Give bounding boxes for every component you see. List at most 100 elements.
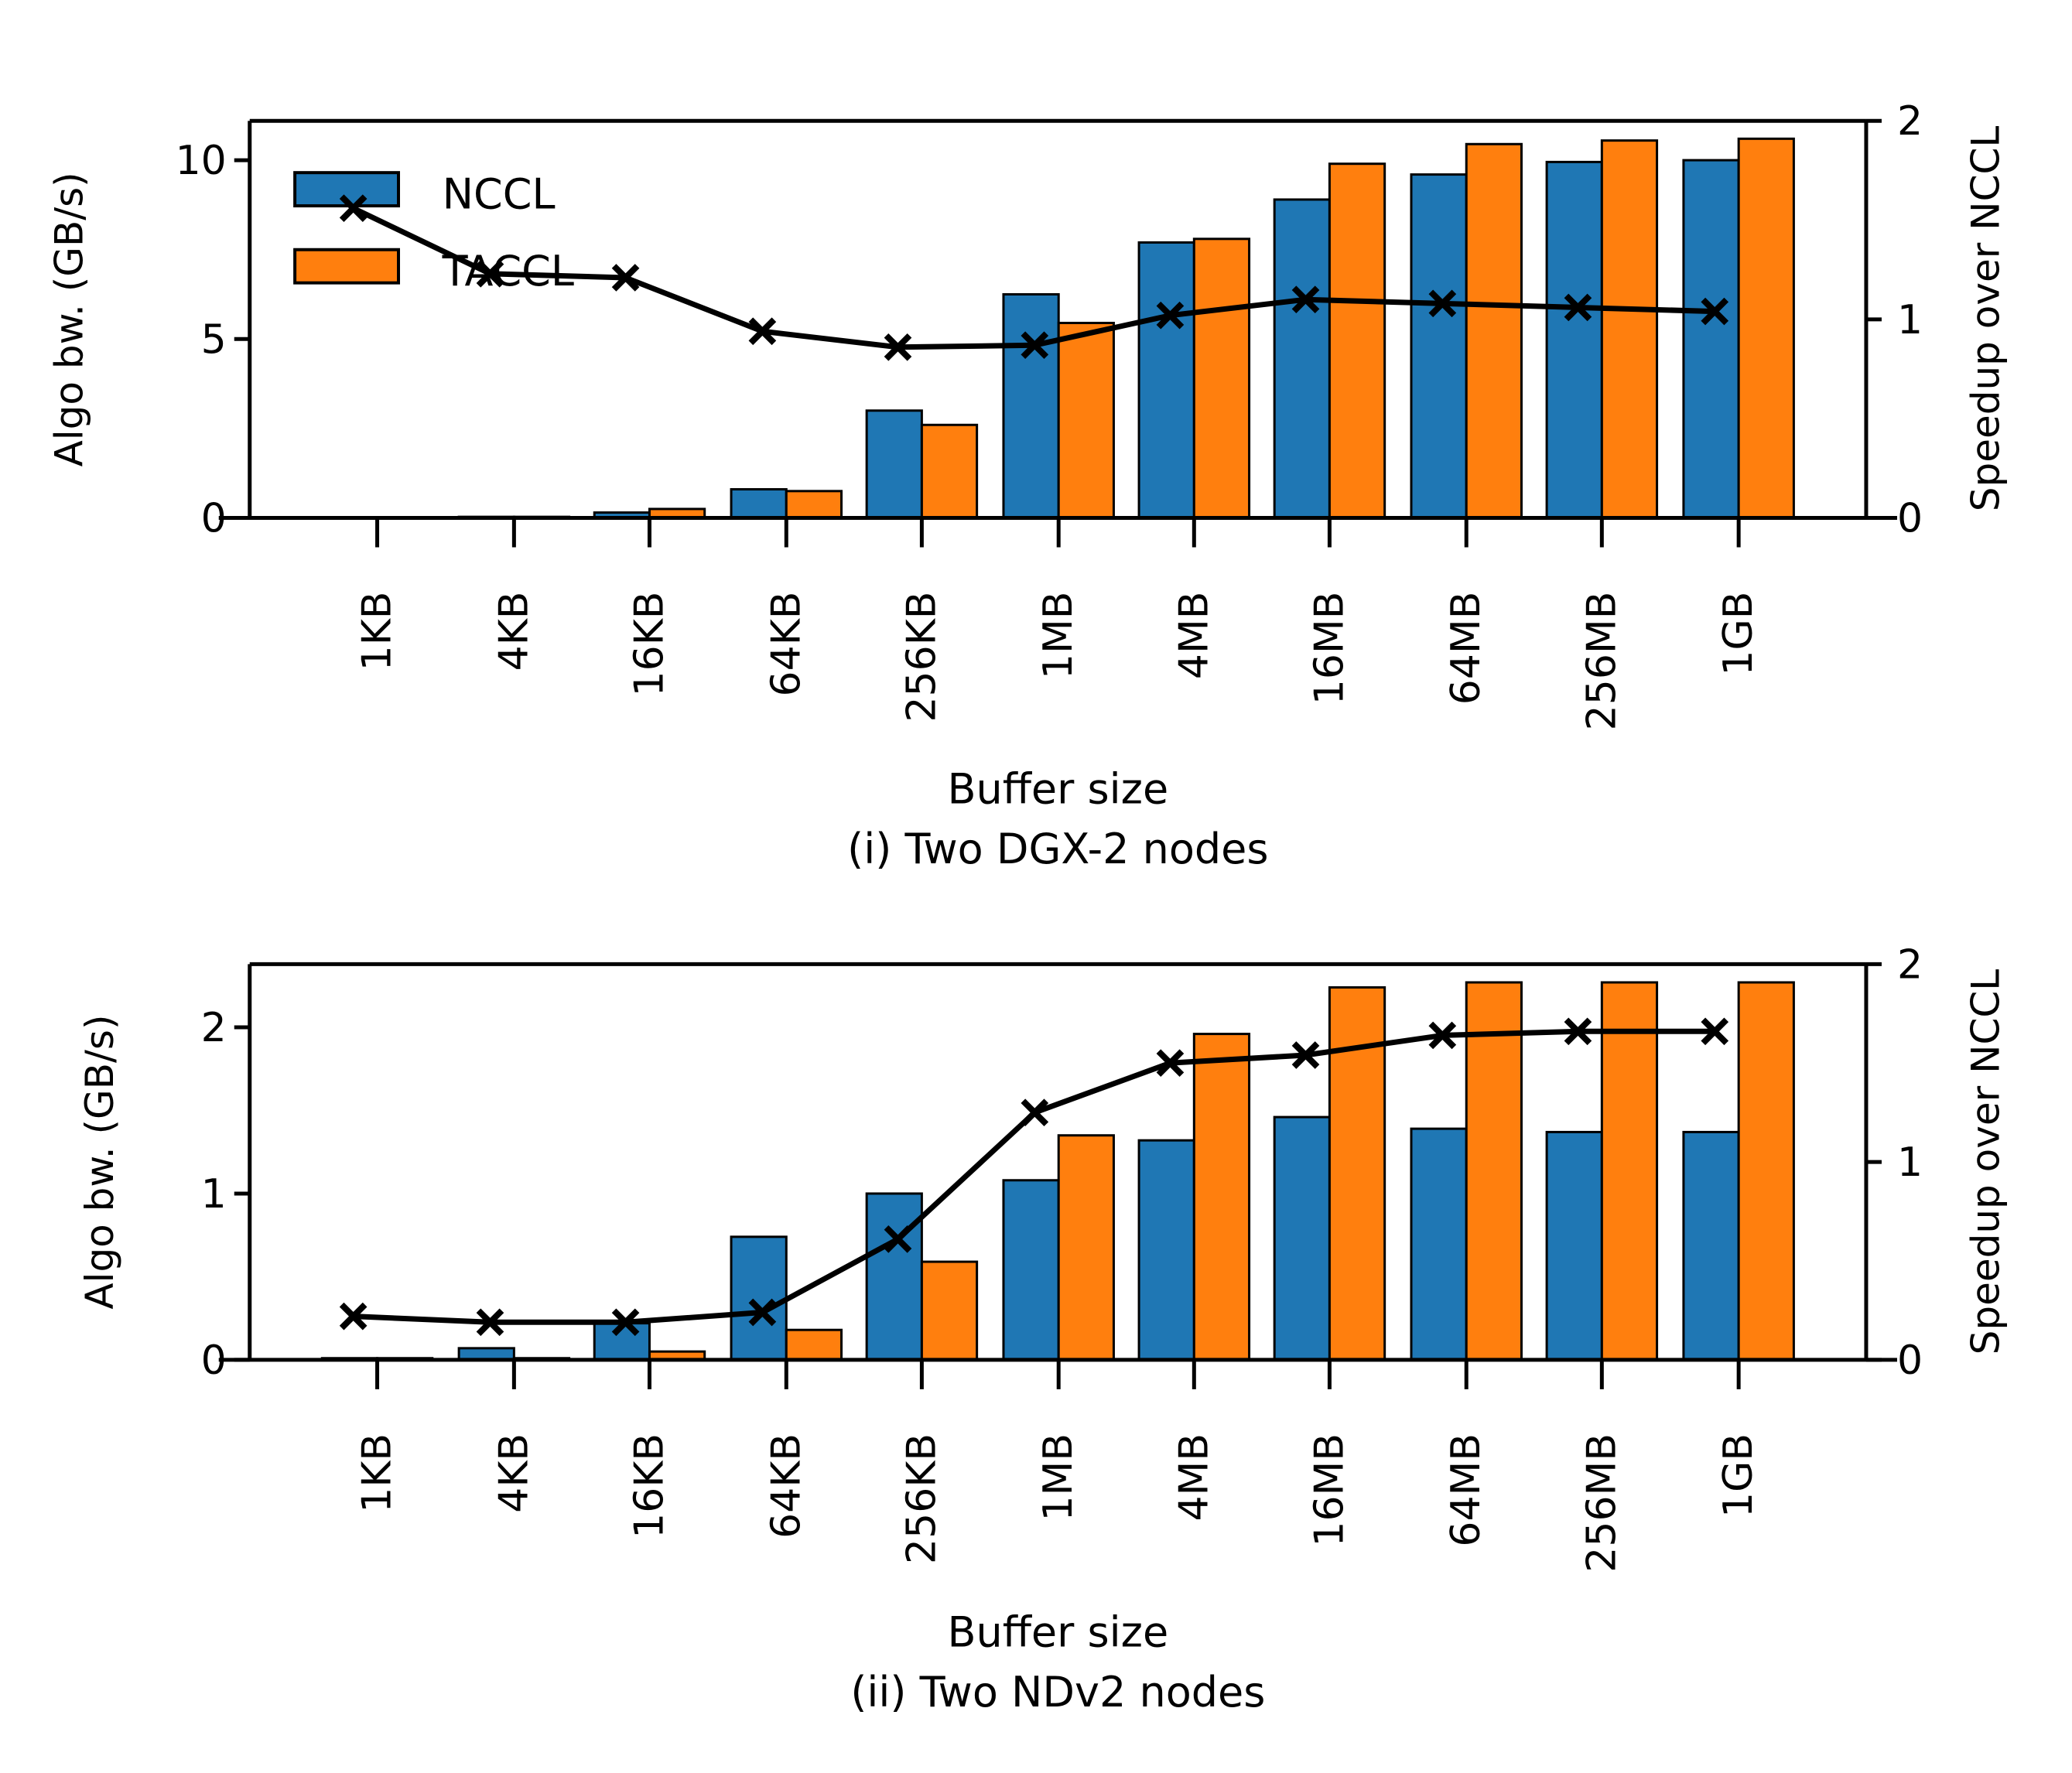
bar-nccl-1MB: [1002, 1179, 1060, 1361]
x-tick-label: 1GB: [1715, 592, 1762, 676]
bar-taccl-4MB: [1192, 237, 1251, 520]
speedup-marker-256KB: [884, 1225, 912, 1253]
x-tick-label: 64KB: [763, 592, 809, 697]
y-tick-label: 0: [201, 496, 227, 542]
bar-nccl-16MB: [1273, 198, 1331, 520]
panel-caption: (i) Two DGX-2 nodes: [847, 825, 1268, 873]
x-tick-label: 16KB: [626, 1433, 672, 1539]
bar-taccl-64MB: [1465, 142, 1523, 520]
y-axis-label-right: Speedup over NCCL: [1964, 969, 2009, 1355]
bar-nccl-256MB: [1545, 1130, 1603, 1361]
y-tick-label: 0: [201, 1337, 227, 1384]
speedup-marker-1MB: [1021, 331, 1049, 360]
x-tick-label: 64KB: [763, 1433, 809, 1539]
x-tick-label: 16MB: [1306, 1433, 1352, 1547]
bar-nccl-16MB: [1273, 1115, 1331, 1361]
bar-nccl-64MB: [1410, 173, 1468, 520]
x-tick-label: 256MB: [1578, 592, 1625, 731]
x-axis-label: Buffer size: [947, 1608, 1168, 1657]
bar-nccl-64KB: [730, 488, 788, 520]
y2-tick-label: 2: [1897, 98, 1923, 145]
y-axis-label-left: Algo bw. (GB/s): [46, 172, 91, 466]
bar-nccl-1GB: [1682, 159, 1740, 520]
speedup-marker-16KB: [611, 1308, 640, 1337]
speedup-marker-4MB: [1156, 1049, 1185, 1078]
bar-taccl-16MB: [1328, 162, 1386, 520]
speedup-marker-64KB: [748, 1298, 777, 1327]
bar-taccl-1GB: [1737, 981, 1795, 1361]
x-tick-label: 1KB: [354, 592, 401, 671]
bar-nccl-1GB: [1682, 1130, 1740, 1361]
speedup-marker-64MB: [1428, 289, 1457, 318]
bar-taccl-256MB: [1600, 139, 1659, 520]
speedup-marker-1GB: [1701, 297, 1729, 326]
y2-tick-label: 0: [1897, 496, 1923, 542]
x-tick-label: 1MB: [1035, 1433, 1082, 1522]
x-tick-label: 256MB: [1578, 1433, 1625, 1573]
speedup-marker-1KB: [339, 1302, 368, 1331]
bar-nccl-1MB: [1002, 292, 1060, 520]
x-tick-label: 4MB: [1171, 1433, 1217, 1522]
x-tick-label: 256KB: [898, 592, 945, 723]
legend-label-nccl: NCCL: [443, 170, 556, 219]
bar-taccl-256KB: [920, 423, 979, 520]
x-axis-label: Buffer size: [947, 765, 1168, 814]
x-tick-label: 4KB: [491, 592, 537, 671]
bar-nccl-4MB: [1137, 1139, 1195, 1361]
speedup-marker-16MB: [1291, 285, 1320, 314]
bar-taccl-1MB: [1057, 1134, 1115, 1361]
bar-taccl-1MB: [1057, 321, 1115, 520]
y2-tick-label: 0: [1897, 1337, 1923, 1384]
legend-swatch-taccl: [293, 248, 401, 285]
y2-tick-label: 1: [1897, 297, 1923, 343]
bar-taccl-64KB: [785, 1328, 843, 1361]
panel-ndv2: Algo bw. (GB/s) Speedup over NCCL Buffer…: [77, 941, 2009, 1717]
bar-nccl-64KB: [730, 1235, 788, 1361]
speedup-marker-16KB: [611, 264, 640, 292]
speedup-marker-64MB: [1428, 1021, 1457, 1050]
y-axis-label-right: Speedup over NCCL: [1964, 126, 2009, 512]
x-tick-label: 64MB: [1443, 592, 1489, 705]
bar-nccl-64MB: [1410, 1127, 1468, 1361]
x-tick-label: 256KB: [898, 1433, 945, 1564]
x-tick-label: 16KB: [626, 592, 672, 697]
speedup-marker-256MB: [1564, 1017, 1592, 1046]
speedup-marker-1MB: [1021, 1098, 1049, 1126]
y-tick-label: 5: [201, 316, 227, 363]
speedup-marker-256MB: [1564, 293, 1592, 322]
x-tick-label: 64MB: [1443, 1433, 1489, 1547]
panel-dgx2: Algo bw. (GB/s) Speedup over NCCL Buffer…: [46, 98, 2008, 873]
bar-taccl-1GB: [1737, 137, 1795, 520]
x-tick-label: 4KB: [491, 1433, 537, 1513]
bar-taccl-256MB: [1600, 981, 1659, 1361]
bar-nccl-4MB: [1137, 241, 1195, 520]
y2-tick-label: 2: [1897, 941, 1923, 988]
y-axis-label-left: Algo bw. (GB/s): [77, 1015, 122, 1310]
speedup-marker-1KB: [339, 194, 368, 222]
speedup-marker-4KB: [476, 1308, 504, 1337]
speedup-marker-16MB: [1291, 1041, 1320, 1069]
speedup-marker-1GB: [1701, 1017, 1729, 1046]
x-tick-label: 1GB: [1715, 1433, 1762, 1518]
panel-caption: (ii) Two NDv2 nodes: [850, 1668, 1265, 1717]
bar-nccl-256MB: [1545, 160, 1603, 520]
bar-taccl-64MB: [1465, 981, 1523, 1361]
x-tick-label: 16MB: [1306, 592, 1352, 705]
legend: NCCL TACCL: [293, 170, 574, 296]
y-tick-label: 1: [201, 1171, 227, 1218]
bar-taccl-256KB: [920, 1260, 979, 1361]
bar-taccl-64KB: [785, 490, 843, 520]
bar-taccl-4MB: [1192, 1033, 1251, 1361]
y-tick-label: 2: [201, 1005, 227, 1051]
speedup-marker-4KB: [476, 260, 504, 288]
bar-nccl-256KB: [865, 409, 923, 520]
x-tick-label: 4MB: [1171, 592, 1217, 680]
y2-tick-label: 1: [1897, 1139, 1923, 1186]
y-tick-label: 10: [176, 138, 227, 184]
speedup-marker-256KB: [884, 333, 912, 361]
x-tick-label: 1MB: [1035, 592, 1082, 680]
bar-nccl-256KB: [865, 1192, 923, 1361]
x-tick-label: 1KB: [354, 1433, 401, 1513]
speedup-marker-4MB: [1156, 301, 1185, 330]
